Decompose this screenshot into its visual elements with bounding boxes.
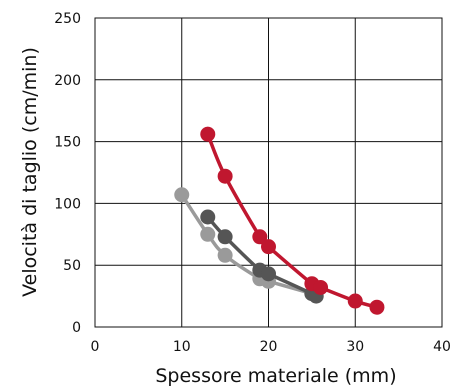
data-point <box>217 247 233 263</box>
series-group <box>200 126 385 315</box>
x-tick-label: 40 <box>433 339 451 355</box>
data-point <box>261 239 276 255</box>
data-point <box>347 293 363 309</box>
data-point <box>217 229 233 245</box>
series-group <box>174 187 320 302</box>
y-axis-label: Velocità di taglio (cm/min) <box>19 47 41 297</box>
data-point <box>252 229 268 245</box>
series-line <box>180 192 314 296</box>
data-point <box>261 266 276 282</box>
data-point <box>369 299 385 315</box>
series-layer <box>174 126 385 315</box>
series-group <box>200 209 324 304</box>
data-point <box>217 168 233 184</box>
data-point <box>200 226 216 242</box>
data-point <box>200 126 216 142</box>
x-tick-label: 20 <box>260 339 278 355</box>
data-point <box>200 209 216 225</box>
y-tick-label: 200 <box>54 73 81 89</box>
x-tick-label: 0 <box>91 339 100 355</box>
y-tick-label: 250 <box>54 11 81 27</box>
x-tick-label: 10 <box>173 339 191 355</box>
series-line <box>206 132 379 309</box>
x-axis-label: Spessore materiale (mm) <box>155 365 396 387</box>
data-point <box>174 187 190 203</box>
y-tick-label: 50 <box>63 258 81 274</box>
y-tick-label: 100 <box>54 196 81 212</box>
grid <box>94 17 443 328</box>
data-point <box>313 279 329 295</box>
x-tick-label: 30 <box>346 339 364 355</box>
y-tick-label: 0 <box>72 320 81 336</box>
tick-labels: 0 10 20 30 40 0 50 100 150 200 250 <box>54 11 451 355</box>
y-tick-label: 150 <box>54 135 81 151</box>
